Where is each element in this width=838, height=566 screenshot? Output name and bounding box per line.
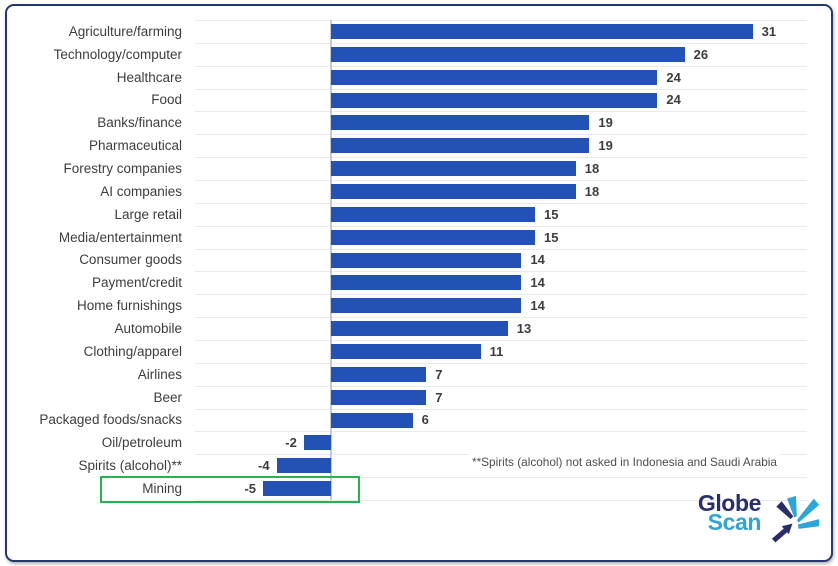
bar — [331, 412, 413, 428]
category-label: Media/entertainment — [58, 229, 182, 245]
value-label: 14 — [530, 298, 545, 314]
bar — [303, 435, 331, 451]
category-label: Consumer goods — [79, 252, 182, 268]
value-label: 11 — [489, 343, 504, 359]
category-label: Home furnishings — [76, 298, 182, 314]
bar — [263, 481, 331, 497]
value-label: 18 — [584, 183, 600, 199]
gridline — [195, 431, 807, 433]
value-label: 6 — [421, 412, 429, 428]
gridline — [195, 408, 807, 410]
gridline — [195, 20, 807, 21]
value-label: 13 — [516, 321, 532, 337]
bar — [331, 206, 535, 222]
category-label: Healthcare — [116, 69, 182, 85]
gridline — [195, 202, 807, 204]
value-label: -5 — [244, 481, 256, 497]
bar — [331, 115, 590, 131]
gridline — [195, 111, 807, 113]
bar — [331, 69, 658, 85]
bar — [276, 458, 331, 474]
bar — [331, 389, 427, 405]
gridline — [195, 385, 807, 387]
category-label: Food — [151, 92, 182, 108]
logo-word-scan: Scan — [707, 509, 762, 535]
value-label: 14 — [530, 275, 545, 291]
value-label: 7 — [435, 389, 443, 405]
gridline — [195, 362, 807, 364]
category-label: Mining — [142, 481, 182, 497]
gridline — [195, 134, 807, 136]
category-label: Forestry companies — [63, 161, 182, 177]
bar — [331, 161, 576, 177]
value-label: 15 — [544, 229, 559, 245]
logo-word-globe: Globe — [697, 490, 762, 516]
category-label: Automobile — [114, 321, 182, 337]
bar — [331, 252, 522, 268]
bar — [331, 229, 535, 245]
gridline — [195, 294, 807, 296]
category-label: Technology/computer — [53, 46, 182, 62]
category-label: Beer — [153, 389, 182, 405]
value-label: 31 — [761, 23, 777, 39]
gridline — [195, 500, 807, 501]
category-label: Packaged foods/snacks — [39, 412, 182, 428]
gridline — [195, 42, 807, 44]
bar — [331, 321, 508, 337]
bar — [331, 183, 576, 199]
globescan-starburst-icon — [771, 495, 820, 543]
category-label: Airlines — [137, 366, 182, 382]
value-label: 24 — [666, 69, 681, 85]
category-label: Oil/petroleum — [101, 435, 182, 451]
gridline — [195, 248, 807, 250]
category-label: Payment/credit — [91, 275, 182, 291]
bar — [331, 366, 427, 382]
value-label: 19 — [598, 138, 613, 154]
value-label: -2 — [285, 435, 297, 451]
gridline — [195, 157, 807, 159]
gridline — [195, 477, 807, 479]
value-label: 14 — [530, 252, 545, 268]
value-label: -4 — [258, 458, 270, 474]
category-label: Spirits (alcohol)** — [78, 458, 182, 474]
bar — [331, 46, 685, 62]
gridline — [195, 271, 807, 273]
highlight-box — [100, 475, 360, 503]
bar — [331, 298, 522, 314]
footnote: **Spirits (alcohol) not asked in Indones… — [469, 453, 780, 471]
category-label: Banks/finance — [97, 115, 182, 131]
value-label: 24 — [666, 92, 681, 108]
value-label: 7 — [435, 366, 443, 382]
gridline — [195, 317, 807, 319]
globescan-logo: Globe Scan — [682, 490, 820, 545]
gridline — [195, 340, 807, 341]
bar — [331, 275, 522, 291]
bar — [331, 138, 590, 154]
category-label: Clothing/apparel — [83, 343, 182, 359]
category-label: AI companies — [100, 183, 182, 199]
value-label: 18 — [584, 161, 600, 177]
gridline — [195, 65, 807, 67]
gridline — [195, 88, 807, 90]
category-label: Large retail — [114, 206, 182, 222]
bar — [331, 343, 481, 359]
bar — [331, 92, 658, 108]
value-label: 26 — [693, 46, 709, 62]
globescan-wordmark: Globe Scan — [682, 490, 762, 535]
category-label: Pharmaceutical — [88, 138, 182, 154]
gridline — [195, 180, 807, 181]
value-label: 15 — [544, 206, 559, 222]
gridline — [195, 225, 807, 227]
category-label: Agriculture/farming — [68, 23, 182, 39]
value-label: 19 — [598, 115, 613, 131]
bar — [331, 23, 753, 39]
